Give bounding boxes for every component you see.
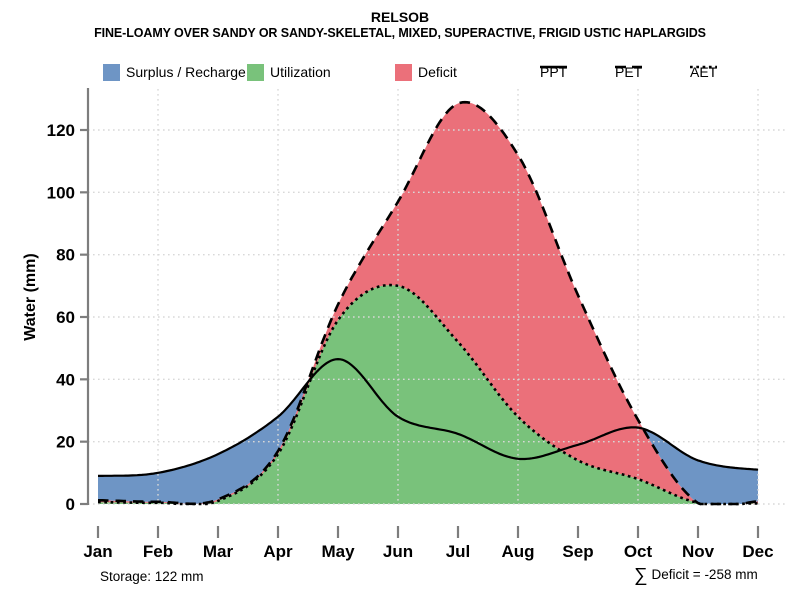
legend-fill-item: Utilization [247, 63, 331, 81]
legend-fill-item: Surplus / Recharge [103, 63, 246, 81]
legend-swatch-icon [247, 63, 264, 81]
x-tick-label: Aug [501, 542, 534, 561]
dotted-line-sample-icon [690, 65, 717, 69]
chart-subtitle: FINE-LOAMY OVER SANDY OR SANDY-SKELETAL,… [94, 26, 706, 40]
x-tick-label: Jan [83, 542, 112, 561]
legend-label: Deficit [418, 64, 457, 80]
y-tick-label: 80 [56, 246, 75, 265]
legend-line-item: PPT [540, 63, 567, 81]
deficit-text: Deficit = -258 mm [651, 567, 758, 582]
y-tick-label: 0 [66, 495, 75, 514]
sigma-symbol: ∑ [634, 565, 648, 586]
y-tick-label: 40 [56, 370, 75, 389]
legend-line-item: AET [690, 63, 717, 81]
aet-line [98, 283, 758, 506]
pet-line [98, 100, 759, 506]
x-tick-label: Jul [446, 542, 471, 561]
y-tick-label: 60 [56, 308, 75, 327]
x-tick-label: Nov [682, 542, 715, 561]
dashed-line-sample-icon [615, 65, 642, 69]
x-tick-label: Oct [624, 542, 653, 561]
legend-swatch-icon [103, 63, 120, 81]
chart-title: RELSOB [370, 9, 430, 25]
x-tick-label: Sep [562, 542, 593, 561]
x-tick-label: Jun [383, 542, 413, 561]
x-tick-label: Mar [203, 542, 234, 561]
legend-fill-item: Deficit [395, 63, 457, 81]
x-tick-label: Feb [143, 542, 173, 561]
surplus-area [98, 382, 308, 504]
storage-annotation: Storage: 122 mm [100, 569, 204, 584]
ppt-line [98, 357, 759, 477]
legend-swatch-icon [395, 63, 412, 81]
solid-line-sample-icon [540, 65, 567, 69]
y-tick-label: 120 [47, 121, 75, 140]
deficit-annotation: ∑ Deficit = -258 mm [634, 565, 758, 587]
legend-label: Surplus / Recharge [126, 64, 246, 80]
x-tick-label: Dec [742, 542, 773, 561]
legend-line-item: PET [615, 63, 642, 81]
y-tick-label: 20 [56, 433, 75, 452]
y-tick-label: 100 [47, 183, 75, 202]
x-tick-label: Apr [263, 542, 293, 561]
x-tick-label: May [321, 542, 355, 561]
legend-label: Utilization [270, 64, 331, 80]
deficit-area [98, 102, 758, 504]
surplus-area [643, 428, 758, 504]
utilization-area [98, 285, 758, 504]
y-axis-label: Water (mm) [22, 253, 39, 341]
